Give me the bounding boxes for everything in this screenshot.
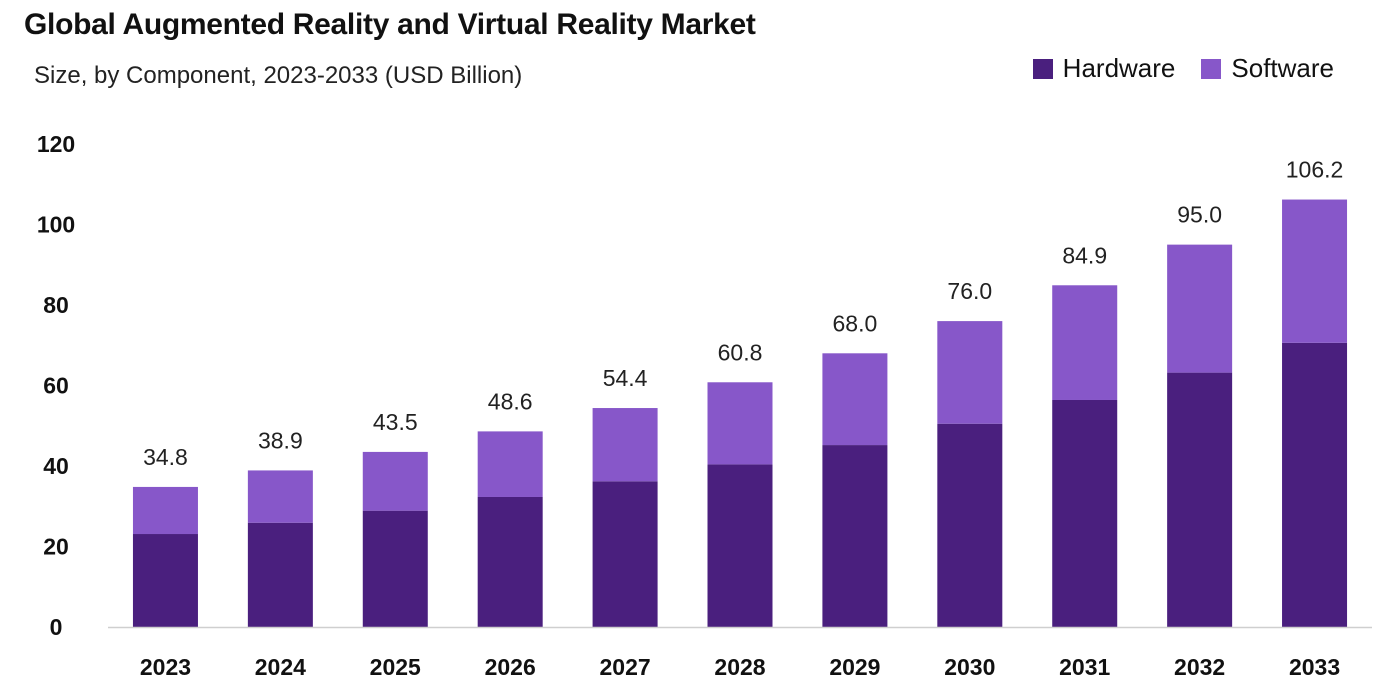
- bar-hardware-2028: [707, 464, 773, 627]
- data-labels: 34.8 38.9 43.5 48.6 54.4 60.8 68.0 76.0 84.9 95.0…: [143, 157, 1343, 470]
- bar-hardware-2024: [247, 522, 313, 627]
- bar-series: [132, 199, 1348, 627]
- y-tick-label: 20: [43, 534, 69, 560]
- x-tick-label-2031: 2031: [1059, 654, 1110, 680]
- data-label-total-2033: 106.2: [1286, 157, 1344, 183]
- x-tick-label-2028: 2028: [714, 654, 765, 680]
- data-label-total-2027: 54.4: [603, 365, 648, 391]
- chart-legend: Hardware Software: [1032, 53, 1334, 84]
- bar-software-2030: [937, 321, 1003, 424]
- bar-hardware-2027: [592, 481, 658, 627]
- y-tick-label: 0: [50, 614, 63, 640]
- bar-hardware-2031: [1052, 399, 1118, 627]
- bar-software-2023: [132, 486, 198, 535]
- legend-item-software: Software: [1201, 53, 1334, 84]
- data-label-total-2028: 60.8: [718, 339, 763, 365]
- x-tick-label-2032: 2032: [1174, 654, 1225, 680]
- y-axis: 0 20 40 60 80 100 120: [37, 131, 75, 640]
- legend-label-software: Software: [1231, 53, 1334, 83]
- x-tick-label-2030: 2030: [944, 654, 995, 680]
- chart-subtitle: Size, by Component, 2023-2033 (USD Billi…: [34, 62, 523, 89]
- bar-software-2029: [822, 353, 888, 446]
- x-tick-label-2023: 2023: [140, 654, 191, 680]
- bar-software-2031: [1052, 285, 1118, 400]
- bar-hardware-2025: [362, 510, 428, 627]
- y-tick-label: 100: [37, 212, 75, 238]
- x-tick-label-2033: 2033: [1289, 654, 1340, 680]
- legend-swatch-hardware: [1032, 58, 1053, 79]
- bar-hardware-2023: [132, 534, 198, 627]
- bar-hardware-2032: [1167, 372, 1233, 627]
- legend-label-hardware: Hardware: [1062, 53, 1176, 83]
- bar-software-2025: [362, 451, 428, 511]
- bar-software-2028: [707, 382, 773, 465]
- x-axis: 2023 2024 2025 2026 2027 2028 2029 2030 2031 2032…: [140, 654, 1340, 680]
- bar-hardware-2026: [477, 496, 543, 627]
- data-label-total-2030: 76.0: [947, 278, 992, 304]
- x-tick-label-2026: 2026: [485, 654, 536, 680]
- data-label-total-2031: 84.9: [1062, 242, 1107, 268]
- chart-title: Global Augmented Reality and Virtual Rea…: [24, 8, 756, 41]
- data-label-total-2029: 68.0: [833, 310, 878, 336]
- x-tick-label-2027: 2027: [600, 654, 651, 680]
- data-label-total-2026: 48.6: [488, 388, 533, 414]
- bar-software-2032: [1167, 244, 1233, 373]
- data-label-total-2023: 34.8: [143, 444, 188, 470]
- y-tick-label: 60: [43, 373, 69, 399]
- data-label-total-2024: 38.9: [258, 427, 303, 453]
- bar-hardware-2029: [822, 445, 888, 627]
- bar-software-2026: [477, 431, 543, 497]
- legend-item-hardware: Hardware: [1032, 53, 1176, 84]
- bar-hardware-2033: [1282, 342, 1348, 627]
- y-tick-label: 80: [43, 292, 69, 318]
- legend-swatch-software: [1201, 58, 1222, 79]
- bar-hardware-2030: [937, 423, 1003, 627]
- bar-software-2027: [592, 408, 658, 482]
- data-label-total-2025: 43.5: [373, 409, 418, 435]
- bar-software-2033: [1282, 199, 1348, 343]
- x-tick-label-2029: 2029: [829, 654, 880, 680]
- y-tick-label: 40: [43, 453, 69, 479]
- y-tick-label: 120: [37, 131, 75, 157]
- x-tick-label-2025: 2025: [370, 654, 421, 680]
- x-tick-label-2024: 2024: [255, 654, 306, 680]
- bar-software-2024: [247, 470, 313, 523]
- data-label-total-2032: 95.0: [1177, 202, 1222, 228]
